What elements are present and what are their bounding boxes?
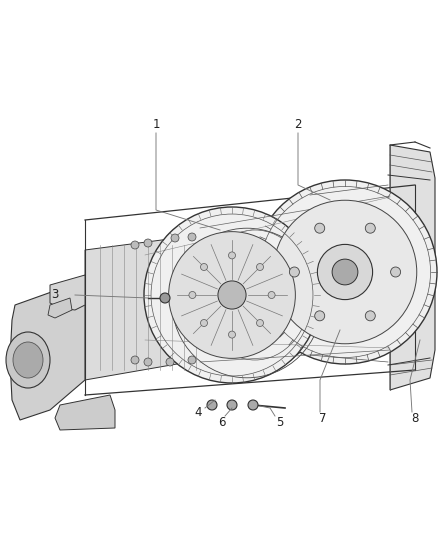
Ellipse shape — [144, 239, 152, 247]
Text: 8: 8 — [411, 411, 419, 424]
Ellipse shape — [365, 311, 375, 321]
Text: 2: 2 — [294, 118, 302, 132]
Ellipse shape — [253, 180, 437, 364]
Polygon shape — [48, 298, 72, 318]
Ellipse shape — [229, 331, 236, 338]
Ellipse shape — [332, 259, 358, 285]
Ellipse shape — [131, 356, 139, 364]
Polygon shape — [85, 235, 215, 380]
Ellipse shape — [166, 358, 174, 366]
Ellipse shape — [188, 356, 196, 364]
Ellipse shape — [257, 319, 264, 327]
Ellipse shape — [188, 233, 196, 241]
Ellipse shape — [257, 263, 264, 271]
Text: 1: 1 — [152, 118, 160, 132]
Ellipse shape — [6, 332, 50, 388]
Ellipse shape — [318, 245, 373, 300]
Ellipse shape — [365, 223, 375, 233]
Ellipse shape — [169, 232, 295, 358]
Text: 3: 3 — [51, 288, 59, 302]
Text: 4: 4 — [194, 407, 202, 419]
Ellipse shape — [189, 292, 196, 298]
Ellipse shape — [314, 223, 325, 233]
Polygon shape — [50, 275, 85, 310]
Ellipse shape — [314, 311, 325, 321]
Ellipse shape — [13, 342, 43, 378]
Ellipse shape — [201, 263, 208, 271]
Ellipse shape — [248, 400, 258, 410]
Ellipse shape — [268, 292, 275, 298]
Polygon shape — [200, 220, 310, 360]
Text: 6: 6 — [218, 416, 226, 429]
Text: 5: 5 — [276, 416, 284, 429]
Ellipse shape — [144, 358, 152, 366]
Polygon shape — [10, 280, 85, 420]
Ellipse shape — [207, 400, 217, 410]
Ellipse shape — [144, 207, 320, 383]
Ellipse shape — [227, 400, 237, 410]
Polygon shape — [390, 145, 435, 390]
Text: 7: 7 — [319, 411, 327, 424]
Ellipse shape — [229, 252, 236, 259]
Ellipse shape — [160, 293, 170, 303]
Ellipse shape — [391, 267, 401, 277]
Ellipse shape — [218, 281, 246, 309]
Ellipse shape — [171, 234, 179, 242]
Ellipse shape — [201, 319, 208, 327]
Polygon shape — [55, 395, 115, 430]
Ellipse shape — [131, 241, 139, 249]
Ellipse shape — [290, 267, 300, 277]
Ellipse shape — [273, 200, 417, 344]
